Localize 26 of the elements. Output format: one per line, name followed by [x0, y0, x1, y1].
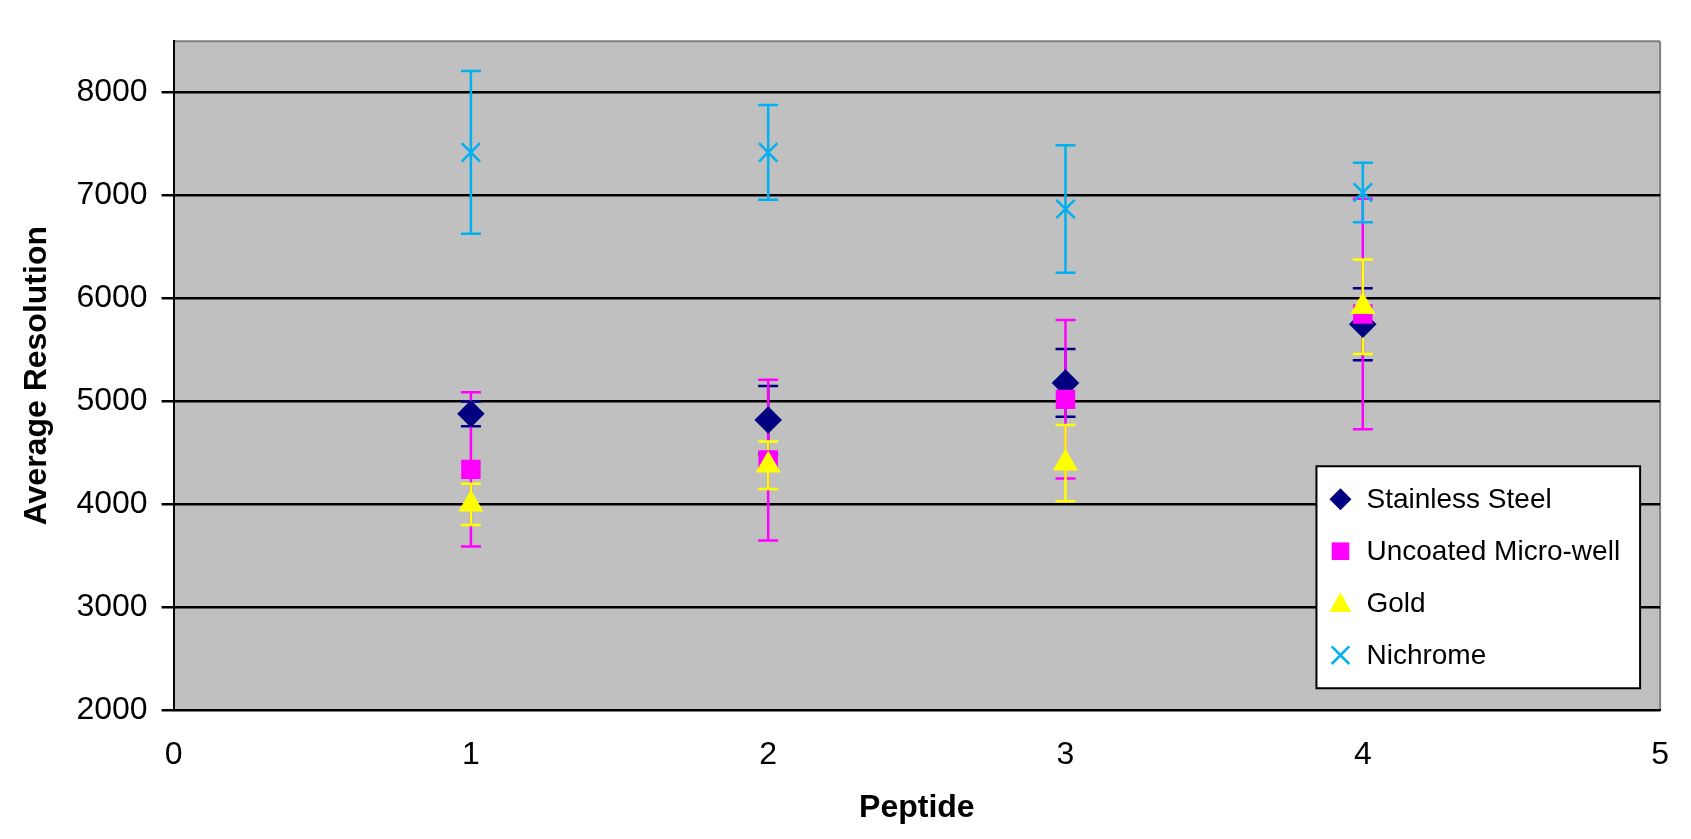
- point: [461, 459, 481, 480]
- y-axis-title: Average Resolution: [17, 226, 54, 526]
- x-tick-label: 0: [164, 735, 183, 772]
- x-axis-title: Peptide: [859, 787, 975, 824]
- x-tick-label: 4: [1353, 735, 1372, 772]
- y-tick-label: 6000: [76, 278, 148, 315]
- point: [1055, 198, 1076, 220]
- y-tick-label: 7000: [76, 175, 148, 212]
- legend-label: Gold: [1366, 586, 1426, 618]
- y-tick-label: 4000: [76, 484, 148, 521]
- x-tick-label: 2: [759, 735, 778, 772]
- y-tick-label: 2000: [76, 690, 148, 727]
- legend-label: Uncoated Micro-well: [1366, 534, 1621, 566]
- point: [1055, 389, 1076, 410]
- point: [1352, 182, 1374, 203]
- x-tick-label: 5: [1651, 735, 1669, 772]
- legend-label: Stainless Steel: [1366, 482, 1552, 514]
- x-tick-label: 3: [1056, 735, 1075, 772]
- x-tick-label: 1: [461, 735, 480, 772]
- legend-label: Nichrome: [1366, 638, 1487, 670]
- point: [754, 406, 782, 434]
- y-tick-label: 5000: [76, 381, 148, 418]
- y-tick-label: 8000: [76, 72, 148, 109]
- point: [757, 141, 779, 163]
- y-tick-label: 3000: [76, 587, 148, 624]
- point: [460, 141, 482, 163]
